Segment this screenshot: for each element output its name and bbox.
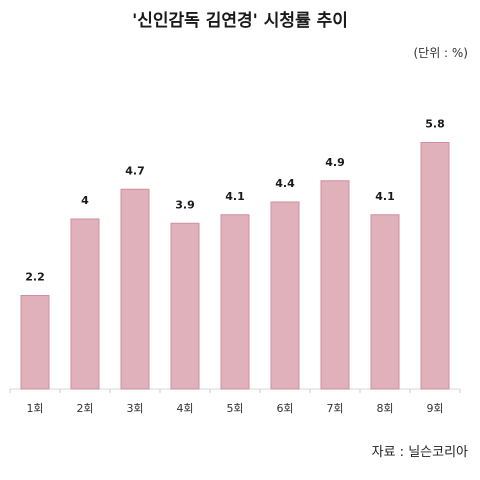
bars-group: 2.2 1회 4 2회 4.7 3회 3.9 4회 4.1 5회 4.4 6회 4.9 7회 4.1 8회 5.… xyxy=(20,118,450,415)
x-tick-label-8: 8회 xyxy=(376,402,393,415)
bar-7 xyxy=(320,180,350,390)
x-tick-label-3: 3회 xyxy=(126,402,143,415)
value-label-9: 5.8 xyxy=(425,118,445,131)
value-label-8: 4.1 xyxy=(375,190,395,203)
x-tick-label-2: 2회 xyxy=(76,402,93,415)
x-tick-label-7: 7회 xyxy=(326,402,343,415)
bar-5 xyxy=(220,214,250,390)
x-tick-label-9: 9회 xyxy=(426,402,443,415)
bar-6 xyxy=(270,201,300,390)
chart-title: '신인감독 김연경' 시청률 추이 xyxy=(132,11,348,31)
x-tick-label-5: 5회 xyxy=(226,402,243,415)
source-note: 자료 : 닐슨코리아 xyxy=(371,445,468,460)
x-tick-label-6: 6회 xyxy=(276,402,293,415)
bar-8 xyxy=(370,214,400,390)
value-label-2: 4 xyxy=(81,194,89,207)
value-label-5: 4.1 xyxy=(225,190,245,203)
bar-4 xyxy=(170,222,200,390)
x-tick-label-4: 4회 xyxy=(176,402,193,415)
value-label-6: 4.4 xyxy=(275,177,295,190)
bar-2 xyxy=(70,218,100,390)
value-label-4: 3.9 xyxy=(175,198,195,211)
bar-1 xyxy=(20,295,50,390)
value-label-3: 4.7 xyxy=(125,164,145,177)
x-tick-label-1: 1회 xyxy=(26,402,43,415)
bar-9 xyxy=(420,142,450,390)
value-label-7: 4.9 xyxy=(325,156,345,169)
unit-label: (단위 : %) xyxy=(413,46,468,60)
bar-3 xyxy=(120,188,150,390)
value-label-1: 2.2 xyxy=(25,271,45,284)
